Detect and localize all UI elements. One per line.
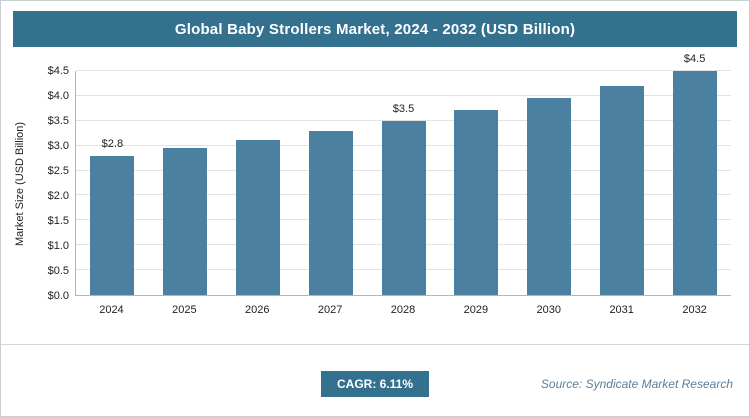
- bar-value-label: $2.8: [101, 137, 124, 150]
- chart-footer: CAGR: 6.11% Source: Syndicate Market Res…: [1, 344, 749, 416]
- bar-column: [222, 71, 295, 295]
- bar-column: $4.5: [658, 53, 731, 295]
- x-axis-label: 2026: [244, 304, 270, 316]
- x-axis-label: 2025: [172, 304, 197, 316]
- source-text: Source: Syndicate Market Research: [540, 377, 733, 391]
- bar: $2.8: [90, 138, 135, 295]
- x-axis-label: 2030: [536, 304, 562, 316]
- x-axis-label: 2028: [390, 304, 416, 316]
- bar-column: [294, 71, 367, 295]
- y-tick-label: $4.0: [47, 90, 69, 102]
- y-tick-label: $0.5: [47, 265, 69, 277]
- y-tick-label: $0.0: [47, 290, 69, 302]
- bar: [599, 85, 644, 295]
- bar-column: [585, 71, 658, 295]
- bar-column: $3.5: [367, 71, 440, 295]
- y-tick-label: $3.5: [47, 115, 69, 127]
- gridline: [76, 70, 731, 71]
- bar-value-label: $4.5: [683, 53, 706, 65]
- cagr-badge: CAGR: 6.11%: [320, 371, 430, 397]
- gridline: [76, 94, 731, 96]
- y-axis-title: Market Size (USD Billion): [14, 121, 26, 246]
- bar-column: [149, 71, 222, 295]
- bar: $4.5: [672, 53, 717, 295]
- x-axis-label: 2029: [463, 304, 489, 316]
- y-tick-label: $2.0: [47, 190, 69, 202]
- y-tick-label: $4.5: [47, 65, 69, 77]
- y-tick-label: $1.5: [47, 215, 69, 228]
- bar: $3.5: [381, 103, 426, 295]
- chart-header-banner: Global Baby Strollers Market, 2024 - 203…: [13, 11, 737, 47]
- bar: [527, 98, 572, 295]
- y-tick-label: $3.0: [47, 140, 69, 153]
- chart: Market Size (USD Billion) $0.0 $0.5 $1.0 $1…: [9, 47, 731, 316]
- y-tick-label: $2.5: [47, 165, 69, 177]
- x-axis-label: 2031: [609, 304, 634, 316]
- plot-area: $2.8 $3.5 $4.5: [75, 53, 731, 296]
- bar-column: [440, 71, 513, 295]
- x-axis-labels: 2024 2025 2026 2027 2028 2029 2030 2031 2032: [75, 296, 731, 316]
- bar-column: [513, 71, 586, 295]
- bar-value-label: $3.5: [392, 102, 415, 115]
- bar: [163, 148, 208, 295]
- bar: [235, 139, 280, 295]
- y-tick-label: $1.0: [47, 240, 69, 252]
- x-axis-label: 2032: [682, 304, 707, 316]
- y-axis-ticks: $0.0 $0.5 $1.0 $1.5 $2.0 $2.5 $3.0 $3.5 $4.0 $4.5: [31, 65, 75, 302]
- page-title: Global Baby Strollers Market, 2024 - 203…: [174, 20, 576, 38]
- bar: [308, 130, 353, 295]
- bar: [454, 109, 499, 295]
- gridline: [76, 119, 731, 121]
- x-axis-label: 2027: [317, 304, 343, 316]
- bar-series: $2.8 $3.5 $4.5: [76, 53, 731, 295]
- bar-column: $2.8: [76, 71, 149, 295]
- x-axis-label: 2024: [99, 304, 124, 316]
